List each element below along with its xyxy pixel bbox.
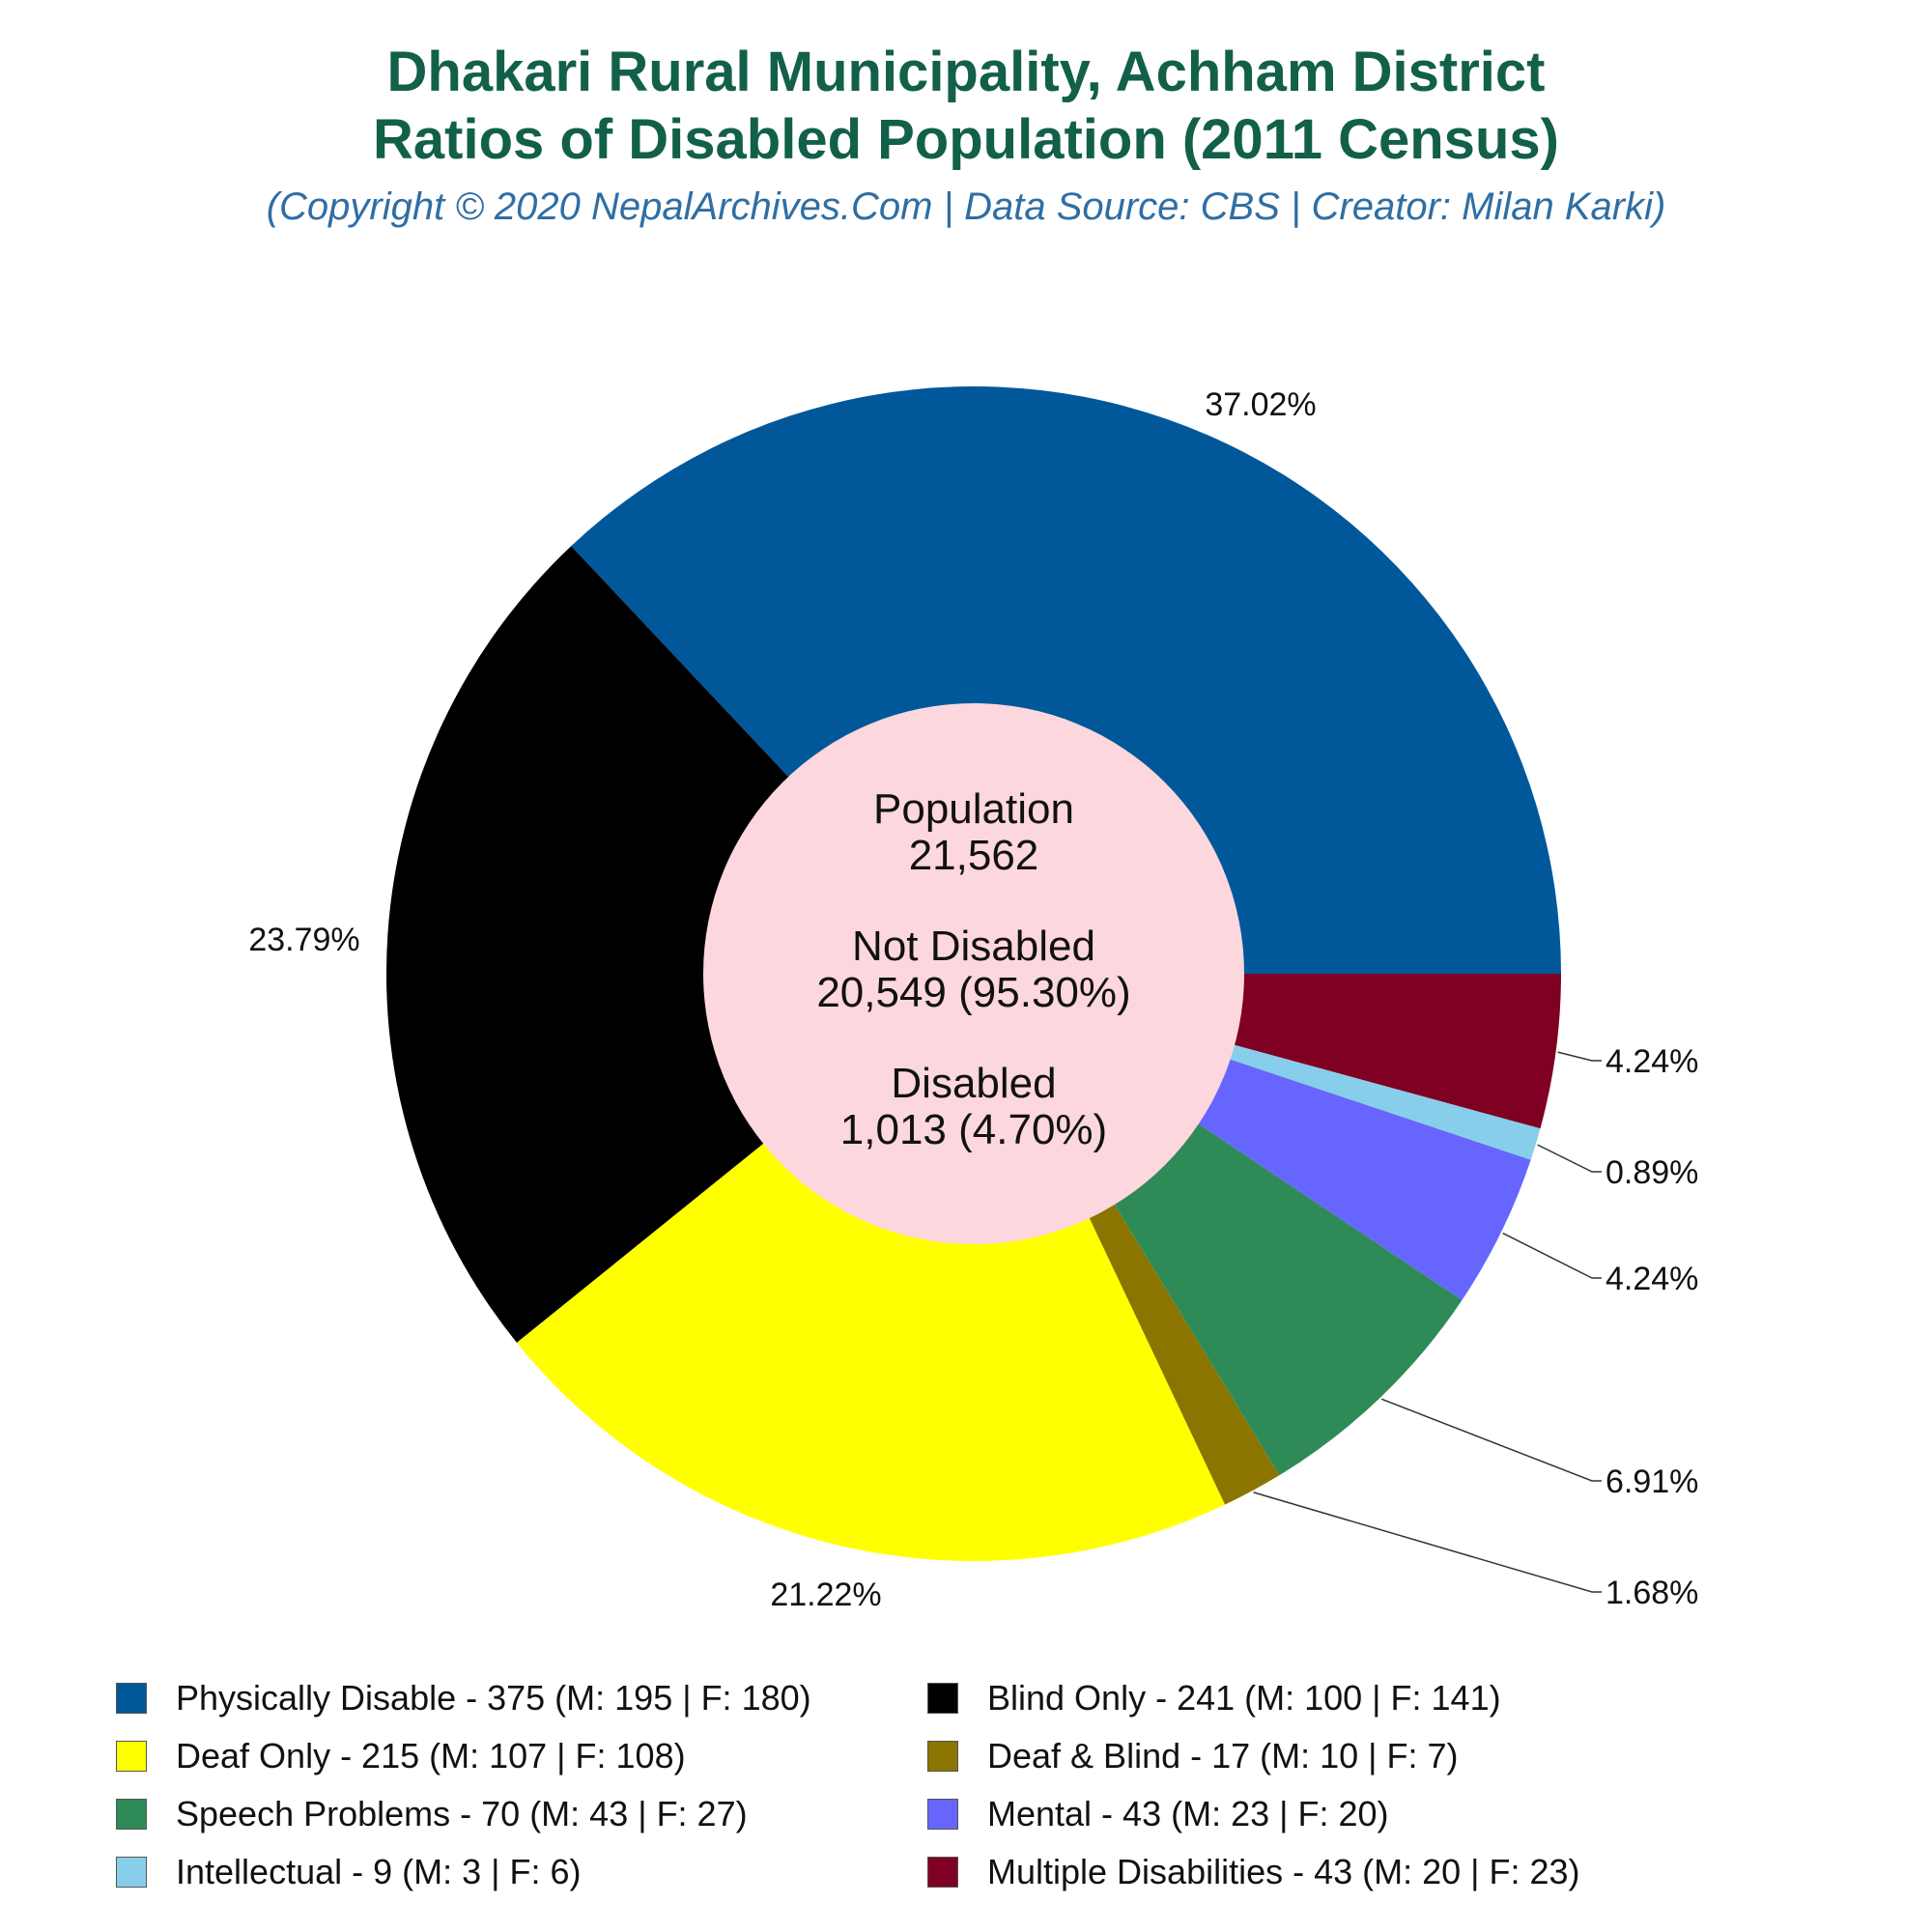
leader-line	[1557, 1051, 1602, 1062]
chart-subtitle: (Copyright © 2020 NepalArchives.Com | Da…	[266, 185, 1666, 228]
legend-label: Blind Only - 241 (M: 100 | F: 141)	[987, 1678, 1501, 1718]
legend-item-multiple-disabilities: Multiple Disabilities - 43 (M: 20 | F: 2…	[927, 1852, 1739, 1892]
legend-item-deaf-and-blind: Deaf & Blind - 17 (M: 10 | F: 7)	[927, 1736, 1739, 1776]
percent-label: 4.24%	[1605, 1261, 1698, 1297]
legend-label: Speech Problems - 70 (M: 43 | F: 27)	[176, 1794, 748, 1833]
legend-item-intellectual: Intellectual - 9 (M: 3 | F: 6)	[116, 1852, 927, 1892]
center-population-value: 21,562	[909, 832, 1039, 879]
chart-title-line-1: Dhakari Rural Municipality, Achham Distr…	[386, 41, 1546, 103]
legend-swatch	[116, 1799, 147, 1830]
legend-item-blind-only: Blind Only - 241 (M: 100 | F: 141)	[927, 1678, 1739, 1719]
legend-swatch	[116, 1683, 147, 1714]
pie-slice-deaf-only	[516, 974, 1226, 1562]
legend-label: Mental - 43 (M: 23 | F: 20)	[987, 1794, 1389, 1833]
legend-row: Intellectual - 9 (M: 3 | F: 6) Multiple …	[116, 1843, 1855, 1901]
legend-row: Deaf Only - 215 (M: 107 | F: 108) Deaf &…	[116, 1727, 1855, 1785]
percent-label: 21.22%	[770, 1577, 881, 1613]
chart-header: Dhakari Rural Municipality, Achham Distr…	[0, 39, 1932, 236]
center-disabled-label: Disabled	[891, 1060, 1056, 1107]
legend-item-mental: Mental - 43 (M: 23 | F: 20)	[927, 1794, 1739, 1834]
center-disabled-value: 1,013 (4.70%)	[840, 1106, 1107, 1153]
percent-label: 0.89%	[1605, 1154, 1698, 1191]
leader-line	[1380, 1398, 1602, 1482]
pie-slice-physically-disable	[571, 385, 1561, 974]
chart-title-line-2: Ratios of Disabled Population (2011 Cens…	[373, 108, 1559, 171]
leader-line	[1537, 1144, 1602, 1173]
legend-swatch	[927, 1857, 958, 1888]
percent-label: 37.02%	[1205, 386, 1316, 423]
legend-label: Deaf & Blind - 17 (M: 10 | F: 7)	[987, 1736, 1459, 1776]
legend-swatch	[116, 1857, 147, 1888]
legend-label: Physically Disable - 375 (M: 195 | F: 18…	[176, 1678, 811, 1718]
percent-label: 6.91%	[1605, 1463, 1698, 1500]
legend-row: Speech Problems - 70 (M: 43 | F: 27) Men…	[116, 1785, 1855, 1843]
percent-label: 1.68%	[1605, 1575, 1698, 1611]
percent-label: 4.24%	[1605, 1043, 1698, 1080]
leader-line	[1253, 1492, 1602, 1593]
legend-item-physically-disable: Physically Disable - 375 (M: 195 | F: 18…	[116, 1678, 927, 1719]
pie-slice-blind-only	[385, 546, 974, 1343]
legend-row: Physically Disable - 375 (M: 195 | F: 18…	[116, 1669, 1855, 1727]
legend-item-deaf-only: Deaf Only - 215 (M: 107 | F: 108)	[116, 1736, 927, 1776]
center-not-disabled-label: Not Disabled	[852, 923, 1095, 970]
center-population-label: Population	[873, 785, 1074, 833]
legend-item-speech-problems: Speech Problems - 70 (M: 43 | F: 27)	[116, 1794, 927, 1834]
center-not-disabled-value: 20,549 (95.30%)	[816, 969, 1130, 1016]
legend-swatch	[927, 1683, 958, 1714]
legend: Physically Disable - 375 (M: 195 | F: 18…	[116, 1669, 1855, 1901]
legend-label: Intellectual - 9 (M: 3 | F: 6)	[176, 1852, 582, 1891]
legend-label: Deaf Only - 215 (M: 107 | F: 108)	[176, 1736, 686, 1776]
legend-swatch	[927, 1799, 958, 1830]
percent-label: 23.79%	[248, 922, 359, 958]
legend-swatch	[927, 1741, 958, 1772]
legend-label: Multiple Disabilities - 43 (M: 20 | F: 2…	[987, 1852, 1580, 1891]
donut-center	[703, 703, 1244, 1244]
legend-swatch	[116, 1741, 147, 1772]
pie-chart: 37.02% 4.24% 0.89% 4.24% 6.91% 1.68% 21.22% 23.…	[248, 385, 1698, 1613]
leader-line	[1502, 1232, 1602, 1279]
